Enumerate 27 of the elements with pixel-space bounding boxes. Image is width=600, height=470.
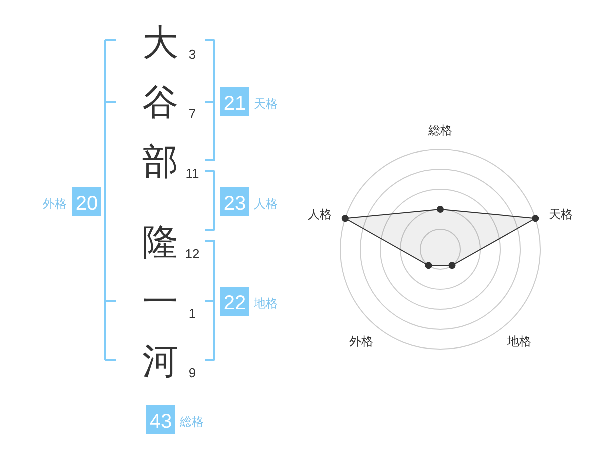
category-label: 河: [142, 340, 178, 382]
data-label: 12: [185, 246, 200, 262]
text: 23: [224, 192, 246, 215]
spoke-label: 天格: [548, 207, 573, 222]
category-label: 谷: [142, 82, 178, 122]
data-label: 11: [186, 166, 200, 181]
category-label: 部: [142, 141, 178, 182]
text: 21: [224, 93, 246, 115]
text: 43: [150, 411, 172, 433]
category-label: 隆: [142, 222, 178, 262]
data-label: 1: [188, 306, 196, 321]
text: 総格: [179, 415, 204, 429]
spoke-label: 地格: [506, 334, 532, 349]
spoke-label: 人格: [308, 207, 332, 222]
text: 22: [224, 292, 246, 314]
text: 外格: [43, 196, 67, 211]
data-label: 9: [188, 366, 196, 380]
spoke-label: 外格: [349, 334, 374, 349]
data-label: 7: [188, 106, 196, 122]
category-label: 大: [142, 22, 178, 63]
text: 20: [76, 192, 98, 215]
text: 人格: [254, 196, 278, 211]
text: 地格: [253, 296, 278, 310]
spoke-label: 総格: [428, 124, 452, 138]
text: 天格: [254, 97, 278, 111]
category-label: 一: [142, 281, 178, 322]
data-label: 3: [188, 47, 196, 62]
